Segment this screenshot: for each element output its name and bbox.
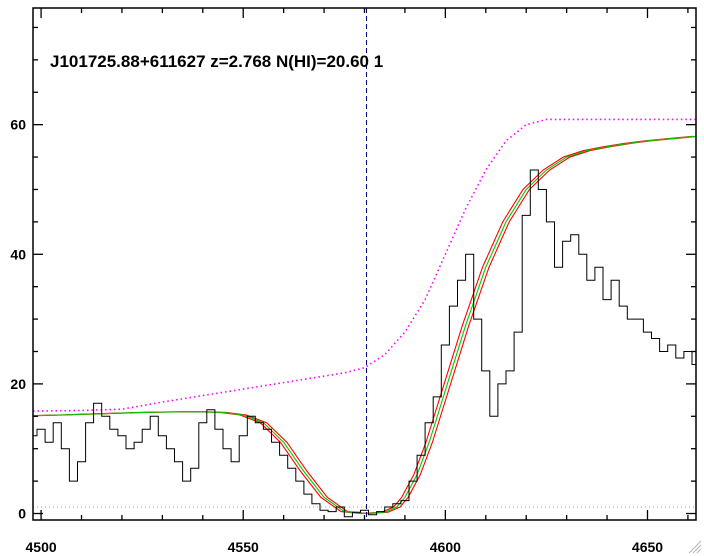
model-lower-bound [36,136,696,515]
model-fit [33,135,696,515]
chart-title: J101725.88+611627 z=2.768 N(HI)=20.60 1 [50,52,383,71]
x-tick-label: 4500 [26,539,57,555]
x-tick-label: 4550 [228,539,259,555]
y-tick-label: 20 [10,376,26,392]
x-tick-label: 4600 [430,539,461,555]
plot-axes: 4500 4550 4600 4650 0 20 40 60 [10,8,696,555]
plot-curves [33,8,696,520]
continuum-line [33,118,696,412]
plot-frame [32,7,697,521]
flux-histogram [33,169,696,518]
y-tick-label: 60 [10,117,26,133]
model-upper-bound [33,135,693,515]
y-tick-label: 40 [10,246,26,262]
resize-grip-icon[interactable] [688,540,702,554]
x-tick-label: 4650 [632,539,663,555]
y-tick-label: 0 [18,506,26,522]
